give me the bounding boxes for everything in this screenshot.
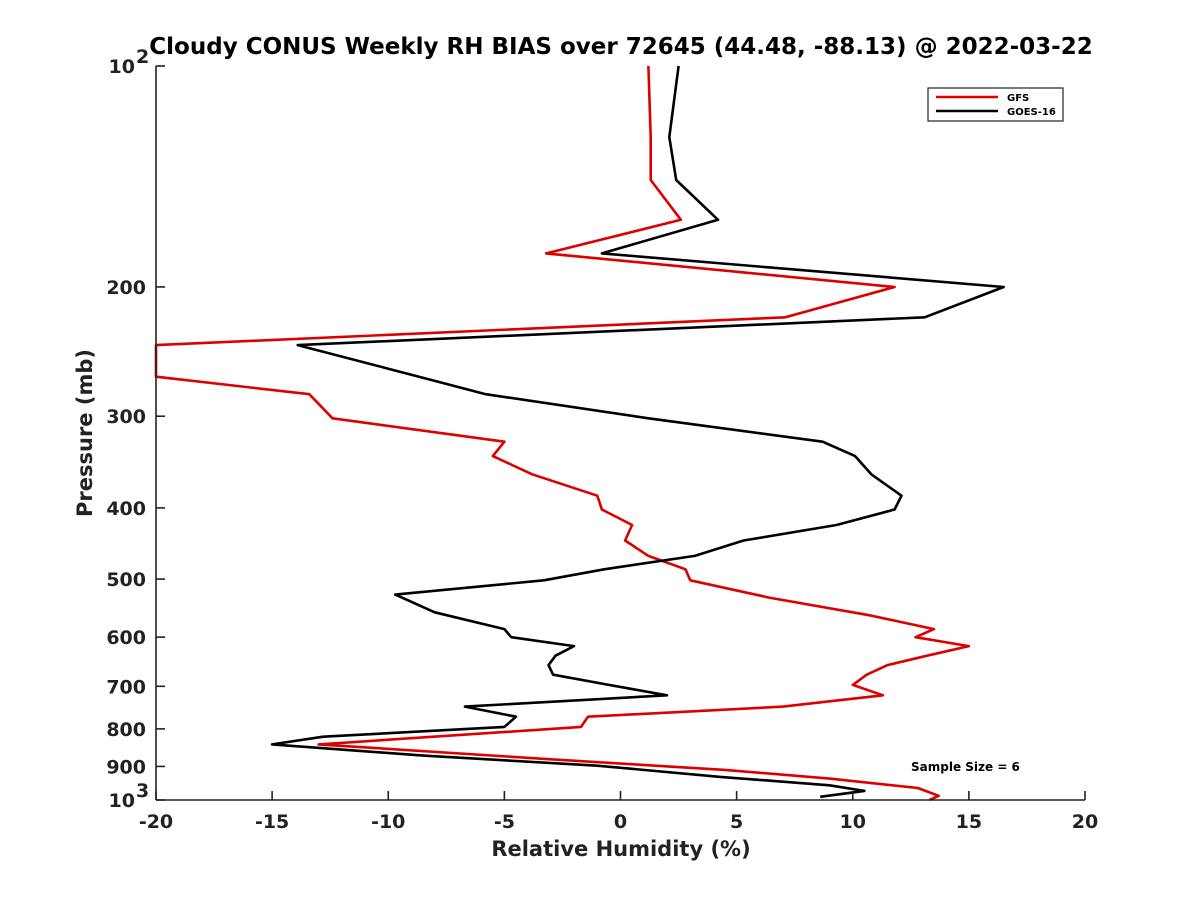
y-tick-exponent: 2 [136,46,149,68]
x-tick-label: 0 [614,811,627,833]
x-axis-label: Relative Humidity (%) [491,837,750,861]
y-tick-label: 700 [106,676,146,698]
plot-lines [154,65,1006,802]
x-tick-label: 15 [956,811,982,833]
series-line-1 [270,65,1006,799]
legend-entry-label: GFS [1007,93,1029,104]
x-tick-label: 5 [730,811,743,833]
x-tick-label: 20 [1072,811,1098,833]
legend-entry-label: GOES-16 [1007,107,1056,118]
y-tick-label: 600 [106,627,146,649]
y-axis-label: Pressure (mb) [73,349,97,517]
y-tick-label: 500 [106,569,146,591]
y-tick-label: 10 [109,56,135,78]
chart-title: Cloudy CONUS Weekly RH BIAS over 72645 (… [149,34,1092,60]
x-tick-label: -10 [371,811,405,833]
y-tick-label: 800 [106,719,146,741]
x-tick-label: -15 [255,811,289,833]
y-tick-label: 10 [109,790,135,812]
series-line-0 [154,65,971,802]
x-tick-label: -20 [139,811,173,833]
sample-size-annotation: Sample Size = 6 [911,760,1020,774]
x-tick-label: 10 [840,811,866,833]
y-tick-exponent: 3 [136,780,149,802]
y-tick-label: 900 [106,756,146,778]
legend-box [927,87,1064,122]
x-tick-label: -5 [494,811,515,833]
legend: GFS GOES-16 [927,87,1064,122]
x-axis: -20 -15 -10 -5 0 5 10 15 20 [139,791,1098,833]
y-tick-label: 200 [106,277,146,299]
y-tick-label: 400 [106,498,146,520]
y-tick-label: 300 [106,406,146,428]
